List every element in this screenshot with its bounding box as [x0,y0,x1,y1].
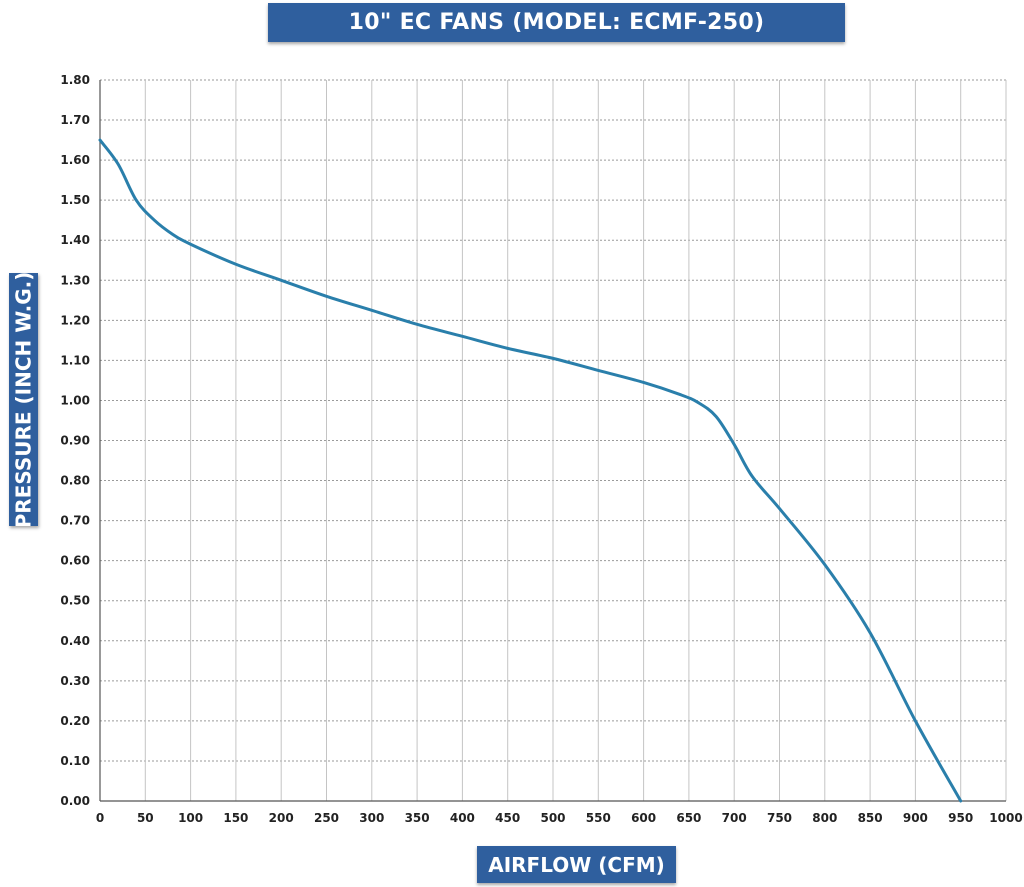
y-tick-labels: 0.00 0.10 0.20 0.30 0.40 0.50 0.60 0.70 0.80 0.90… [60,73,90,808]
y-tick-label: 1.60 [60,153,90,167]
x-tick-label: 200 [269,811,294,825]
x-tick-label: 750 [767,811,792,825]
x-tick-label: 850 [858,811,883,825]
x-tick-label: 650 [676,811,701,825]
x-tick-label: 700 [722,811,747,825]
y-tick-label: 0.90 [60,434,90,448]
x-tick-label: 0 [96,811,104,825]
y-tick-label: 1.40 [60,233,90,247]
x-tick-label: 550 [586,811,611,825]
y-tick-label: 1.30 [60,273,90,287]
y-tick-label: 1.80 [60,73,90,87]
axes [99,80,1006,802]
y-tick-label: 1.70 [60,113,90,127]
x-tick-label: 100 [178,811,203,825]
grid [100,79,1007,801]
x-tick-label: 800 [812,811,837,825]
y-tick-label: 0.60 [60,554,90,568]
series-line-0 [98,138,963,803]
x-tick-label: 400 [450,811,475,825]
y-tick-label: 0.00 [60,794,90,808]
x-tick-label: 50 [137,811,154,825]
x-tick-label: 500 [540,811,565,825]
x-tick-label: 150 [223,811,248,825]
x-tick-label: 250 [314,811,339,825]
y-tick-label: 0.70 [60,514,90,528]
x-tick-label: 300 [359,811,384,825]
y-axis-label: PRESSURE (INCH W.G.) [9,273,38,526]
y-tick-label: 0.40 [60,634,90,648]
x-tick-label: 450 [495,811,520,825]
x-axis-label: AIRFLOW (CFM) [477,846,676,883]
y-tick-label: 1.50 [60,193,90,207]
y-tick-label: 1.20 [60,313,90,327]
x-tick-label: 900 [903,811,928,825]
y-tick-label: 0.20 [60,714,90,728]
x-tick-label: 1000 [989,811,1022,825]
y-tick-label: 0.30 [60,674,90,688]
x-tick-label: 350 [405,811,430,825]
x-tick-label: 950 [948,811,973,825]
series-lines [98,138,963,803]
y-tick-label: 1.10 [60,353,90,367]
x-tick-labels: 0 50 100 150 200 250 300 350 400 450 500 550 600 650 7… [96,811,1023,825]
y-tick-label: 1.00 [60,393,90,407]
chart-title: 10" EC FANS (MODEL: ECMF-250) [268,3,845,42]
y-axis-label-text: PRESSURE (INCH W.G.) [11,273,36,526]
x-tick-label: 600 [631,811,656,825]
y-tick-label: 0.10 [60,754,90,768]
y-tick-label: 0.80 [60,474,90,488]
y-tick-label: 0.50 [60,594,90,608]
